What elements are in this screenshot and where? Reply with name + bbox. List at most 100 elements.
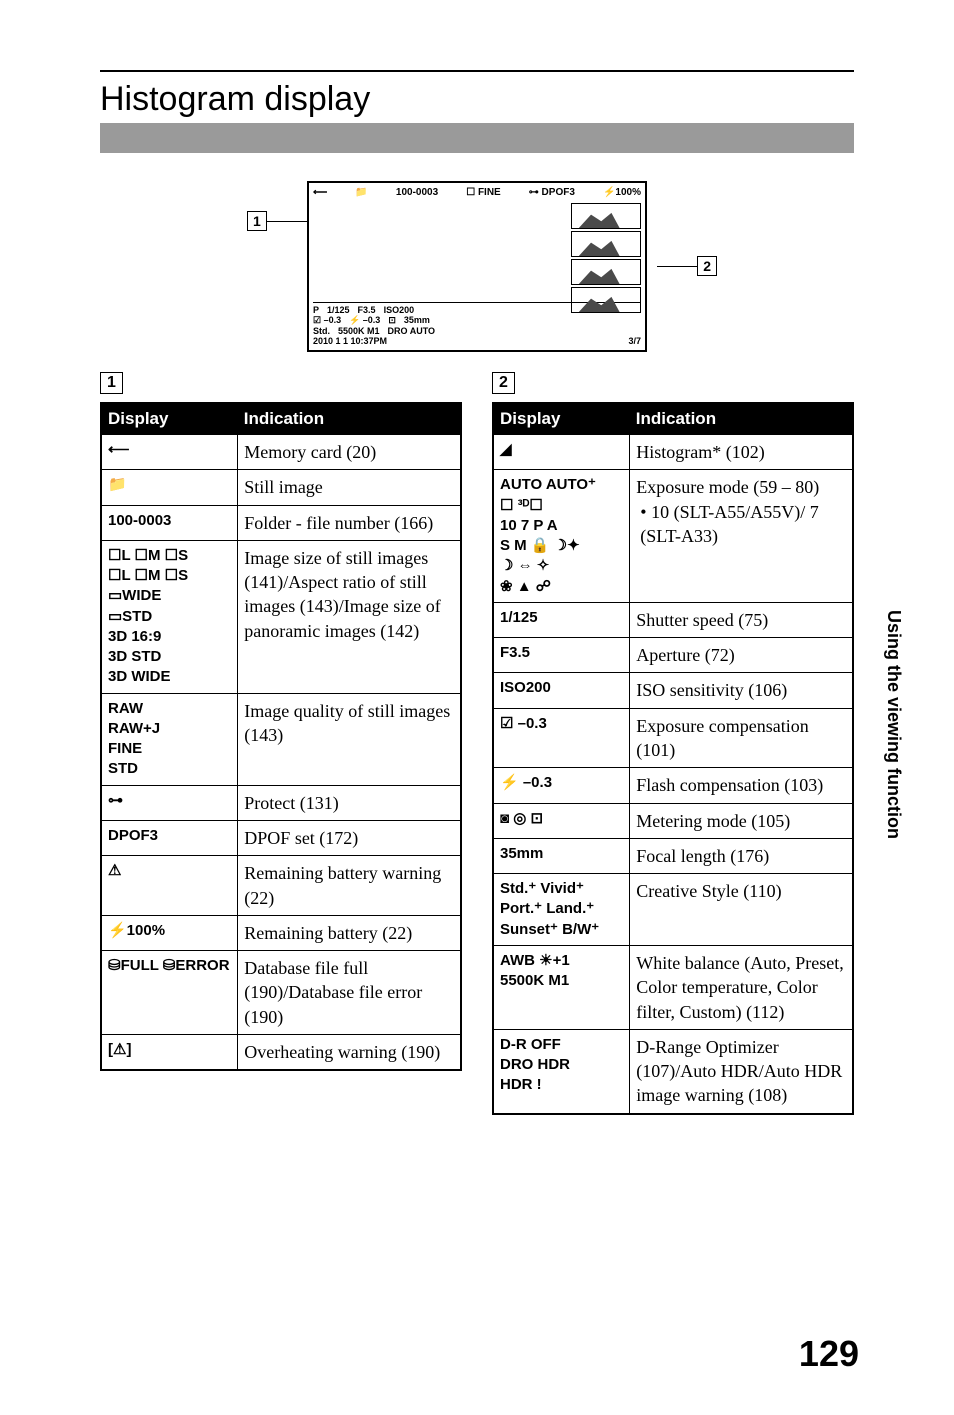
indication-cell: Histogram* (102) (630, 435, 853, 470)
indication-cell: Overheating warning (190) (238, 1035, 461, 1071)
indication-cell: ISO sensitivity (106) (630, 673, 853, 708)
display-cell: ⚡ –0.3 (493, 768, 630, 803)
lcd-text: ⊶ DPOF3 (529, 187, 575, 198)
indication-cell: Memory card (20) (238, 435, 461, 470)
th-indication: Indication (238, 403, 461, 435)
display-cell: 📁 (101, 470, 238, 505)
indication-cell: Exposure mode (59 – 80)10 (SLT-A55/A55V)… (630, 470, 853, 603)
table-row: DPOF3DPOF set (172) (101, 820, 461, 855)
column-1: 1 Display Indication ⟵Memory card (20)📁S… (100, 372, 462, 1115)
display-cell: Std.⁺ Vivid⁺ Port.⁺ Land.⁺ Sunset⁺ B/W⁺ (493, 874, 630, 946)
table-row: D-R OFF DRO HDR HDR !D-Range Optimizer (… (493, 1029, 853, 1113)
column-2: 2 Display Indication ◢Histogram* (102)AU… (492, 372, 854, 1115)
display-cell: ☑ –0.3 (493, 708, 630, 768)
indication-cell: D-Range Optimizer (107)/Auto HDR/Auto HD… (630, 1029, 853, 1113)
side-tab-text: Using the viewing function (883, 610, 904, 839)
display-cell: F3.5 (493, 638, 630, 673)
display-cell: AWB ☀+1 5500K M1 (493, 945, 630, 1029)
lcd-text: 5500K M1 (338, 326, 380, 336)
display-cell: RAW RAW+J FINE STD (101, 693, 238, 785)
table-row: ⚡ –0.3Flash compensation (103) (493, 768, 853, 803)
display-cell: ⛁FULL ⛁ERROR (101, 951, 238, 1035)
indication-cell: Protect (131) (238, 785, 461, 820)
table-row: ⟵Memory card (20) (101, 435, 461, 470)
page-title: Histogram display (100, 80, 854, 119)
lcd-text: ☐ FINE (466, 187, 501, 198)
sub-bullet: 10 (SLT-A55/A55V)/ 7 (SLT-A33) (640, 500, 846, 549)
histogram-icon (571, 259, 641, 285)
table-1: Display Indication ⟵Memory card (20)📁Sti… (100, 402, 462, 1071)
lcd-text: 3/7 (628, 336, 641, 346)
table-row: 📁Still image (101, 470, 461, 505)
display-cell: ◙ ◎ ⊡ (493, 803, 630, 838)
th-indication: Indication (630, 403, 853, 435)
col-head-1: 1 (100, 372, 123, 394)
table-row: ◙ ◎ ⊡Metering mode (105) (493, 803, 853, 838)
display-cell: [⚠] (101, 1035, 238, 1071)
th-display: Display (493, 403, 630, 435)
table-row: AWB ☀+1 5500K M1White balance (Auto, Pre… (493, 945, 853, 1029)
lcd-text: ⚡ –0.3 (349, 315, 380, 326)
indication-cell: White balance (Auto, Preset, Color tempe… (630, 945, 853, 1029)
lcd-text: ⊡ (388, 315, 396, 326)
display-cell: ⚡100% (101, 915, 238, 950)
indication-cell: Image size of still images (141)/Aspect … (238, 540, 461, 693)
lcd-text: P (313, 305, 319, 315)
table-row: ⛁FULL ⛁ERRORDatabase file full (190)/Dat… (101, 951, 461, 1035)
table-row: 100-0003Folder - file number (166) (101, 505, 461, 540)
display-cell: ⚠ (101, 856, 238, 916)
table-row: ☐L ☐M ☐S ☐L ☐M ☐S ▭WIDE ▭STD 3D 16:9 3D … (101, 540, 461, 693)
display-cell: ⊶ (101, 785, 238, 820)
lcd-top-row: ⟵ 📁 100-0003 ☐ FINE ⊶ DPOF3 ⚡100% (313, 187, 641, 198)
lcd-text: ⟵ (313, 187, 327, 198)
display-cell: ISO200 (493, 673, 630, 708)
indication-cell: Exposure compensation (101) (630, 708, 853, 768)
table-row: ☑ –0.3Exposure compensation (101) (493, 708, 853, 768)
lcd-text: 1/125 (327, 305, 350, 315)
table-2: Display Indication ◢Histogram* (102)AUTO… (492, 402, 854, 1115)
indication-cell: Still image (238, 470, 461, 505)
indication-cell: Creative Style (110) (630, 874, 853, 946)
th-display: Display (101, 403, 238, 435)
callout-line-2 (657, 266, 697, 267)
lcd-text: ISO200 (384, 305, 415, 315)
table-row: Std.⁺ Vivid⁺ Port.⁺ Land.⁺ Sunset⁺ B/W⁺C… (493, 874, 853, 946)
display-cell: D-R OFF DRO HDR HDR ! (493, 1029, 630, 1113)
histogram-stack (571, 203, 641, 313)
table-row: [⚠]Overheating warning (190) (101, 1035, 461, 1071)
table-row: ⚡100%Remaining battery (22) (101, 915, 461, 950)
table-row: RAW RAW+J FINE STDImage quality of still… (101, 693, 461, 785)
callout-1: 1 (247, 211, 267, 231)
title-bar: Histogram display (100, 70, 854, 153)
page-number: 129 (799, 1333, 859, 1375)
table-row: 1/125Shutter speed (75) (493, 602, 853, 637)
lcd-text: DRO AUTO (388, 326, 436, 336)
table-row: AUTO AUTO⁺ ☐ ³ᴰ☐ 10 7 P A S M 🔒 ☽✦ ☽ ⇔ ✧… (493, 470, 853, 603)
table-row: ⊶Protect (131) (101, 785, 461, 820)
lcd-text: 2010 1 1 10:37PM (313, 336, 387, 346)
display-cell: AUTO AUTO⁺ ☐ ³ᴰ☐ 10 7 P A S M 🔒 ☽✦ ☽ ⇔ ✧… (493, 470, 630, 603)
lcd-text: 35mm (404, 315, 430, 326)
indication-cell: Focal length (176) (630, 838, 853, 873)
table-row: ISO200ISO sensitivity (106) (493, 673, 853, 708)
table-header-row: Display Indication (493, 403, 853, 435)
table-row: ⚠Remaining battery warning (22) (101, 856, 461, 916)
lcd-screen: ⟵ 📁 100-0003 ☐ FINE ⊶ DPOF3 ⚡100% P 1/12… (307, 181, 647, 352)
table-row: 35mmFocal length (176) (493, 838, 853, 873)
indication-cell: Database file full (190)/Database file e… (238, 951, 461, 1035)
indication-cell: Aperture (72) (630, 638, 853, 673)
display-cell: ⟵ (101, 435, 238, 470)
lcd-text: Std. (313, 326, 330, 336)
display-cell: 1/125 (493, 602, 630, 637)
indication-cell: Remaining battery warning (22) (238, 856, 461, 916)
indication-cell: Image quality of still images (143) (238, 693, 461, 785)
display-cell: ☐L ☐M ☐S ☐L ☐M ☐S ▭WIDE ▭STD 3D 16:9 3D … (101, 540, 238, 693)
indication-cell: Shutter speed (75) (630, 602, 853, 637)
table-row: ◢Histogram* (102) (493, 435, 853, 470)
histogram-icon (571, 231, 641, 257)
lcd-text: ⚡100% (603, 187, 641, 198)
histogram-icon (571, 203, 641, 229)
indication-cell: DPOF set (172) (238, 820, 461, 855)
indication-cell: Folder - file number (166) (238, 505, 461, 540)
columns: 1 Display Indication ⟵Memory card (20)📁S… (100, 372, 854, 1115)
